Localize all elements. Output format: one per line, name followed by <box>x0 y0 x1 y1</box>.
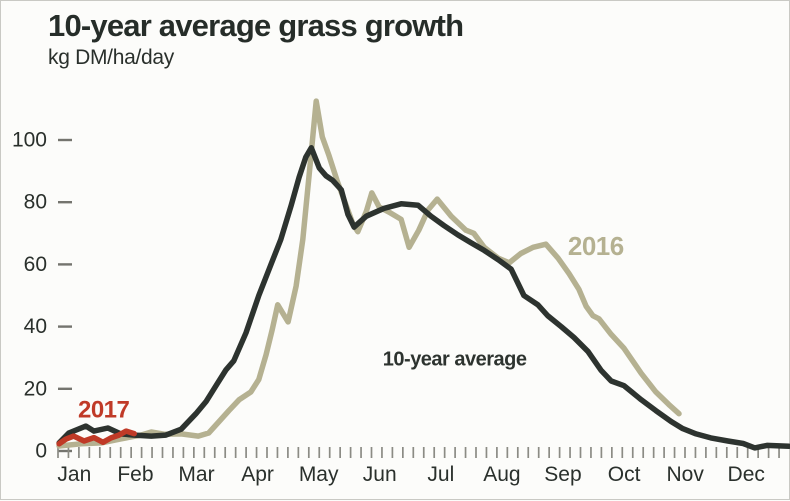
series-label-2016: 2016 <box>568 231 624 261</box>
x-axis-label-jan: Jan <box>57 463 91 486</box>
x-axis-label-mar: Mar <box>178 463 214 486</box>
x-axis-label-may: May <box>299 463 339 486</box>
chart-title: 10-year average grass growth <box>48 8 464 43</box>
y-axis-label: 80 <box>24 191 47 214</box>
y-axis-label: 60 <box>24 253 47 276</box>
x-axis-label-aug: Aug <box>483 463 520 486</box>
series-line-2016 <box>56 98 682 449</box>
x-axis-label-oct: Oct <box>608 463 641 486</box>
x-axis-label-jul: Jul <box>427 463 454 486</box>
y-axis-label: 40 <box>24 315 47 338</box>
series-label-10-year-average: 10-year average <box>383 348 527 370</box>
y-axis-label: 100 <box>12 129 47 152</box>
series-label-2017: 2017 <box>78 396 130 423</box>
y-axis-label: 0 <box>35 440 47 463</box>
x-axis-label-dec: Dec <box>728 463 765 486</box>
x-axis-label-apr: Apr <box>241 463 274 486</box>
y-axis-label: 20 <box>24 377 47 400</box>
x-axis-label-sep: Sep <box>544 463 581 486</box>
x-axis-label-feb: Feb <box>117 463 153 486</box>
chart-header: 10-year average grass growth kg DM/ha/da… <box>48 8 464 70</box>
x-axis-label-jun: Jun <box>363 463 397 486</box>
series-line-2017 <box>56 428 137 447</box>
series-line-10-year-average <box>56 145 790 451</box>
chart-y-unit-label: kg DM/ha/day <box>48 46 174 70</box>
x-axis-label-nov: Nov <box>666 463 704 486</box>
